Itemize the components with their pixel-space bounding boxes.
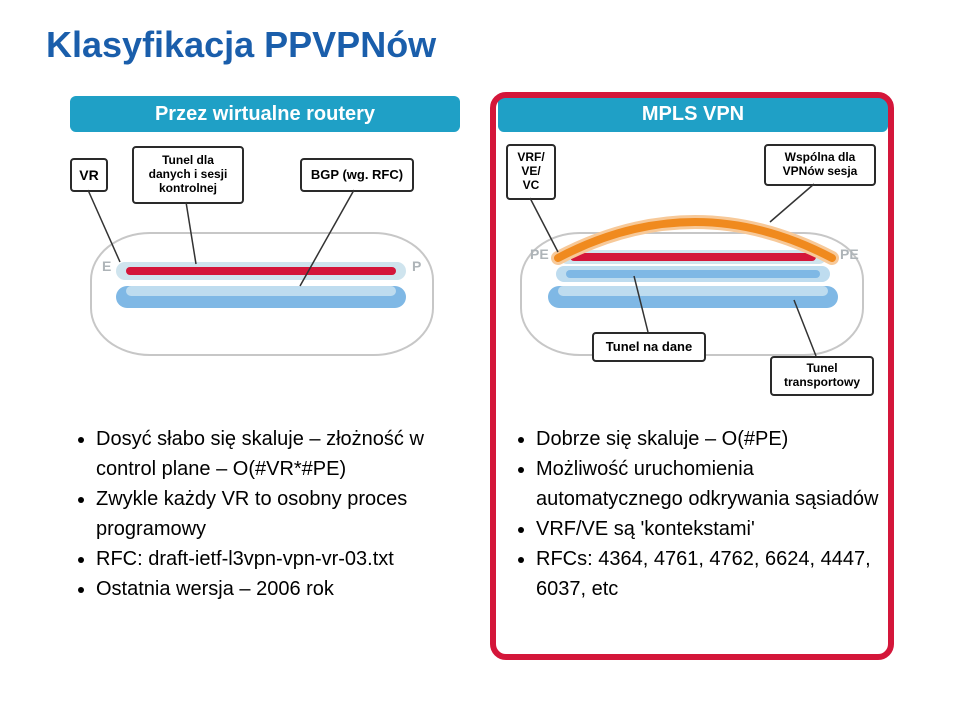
l0: Dosyć słabo się skaluje – złożność w con… <box>96 424 450 484</box>
tt1: Tunel <box>806 362 837 376</box>
sh2: VPNów sesja <box>783 165 858 179</box>
vrf2: VE/ <box>521 165 540 179</box>
vr-box: VR <box>70 158 108 192</box>
bgp-box: BGP (wg. RFC) <box>300 158 414 192</box>
vrf1: VRF/ <box>517 151 544 165</box>
orange-arc <box>540 200 850 300</box>
r2: VRF/VE są 'kontekstami' <box>536 514 890 544</box>
tunel-trans-box: Tunel transportowy <box>770 356 874 396</box>
l2: RFC: draft-ietf-l3vpn-vpn-vr-03.txt <box>96 544 450 574</box>
pe-right-r: PE <box>840 246 859 262</box>
header-left: Przez wirtualne routery <box>70 96 460 132</box>
vr-box-label: VR <box>79 167 98 183</box>
tt2: transportowy <box>784 376 860 390</box>
right-bullets: Dobrze się skaluje – O(#PE) Możliwość ur… <box>510 424 890 604</box>
tunel-dane-label: Tunel na dane <box>606 340 692 355</box>
page-title: Klasyfikacja PPVPNów <box>46 24 436 66</box>
left-bullets: Dosyć słabo się skaluje – złożność w con… <box>70 424 450 604</box>
ctrl-l1: Tunel dla <box>162 154 214 168</box>
sh1: Wspólna dla <box>785 151 856 165</box>
header-right: MPLS VPN <box>498 96 888 132</box>
left-red-pipe-inner <box>126 267 396 275</box>
ctrl-l3: kontrolnej <box>159 182 217 196</box>
pe-left-r: P <box>412 258 421 274</box>
ctrl-tunnel-box: Tunel dla danych i sesji kontrolnej <box>132 146 244 204</box>
tunel-dane-box: Tunel na dane <box>592 332 706 362</box>
pe-right-l: PE <box>530 246 549 262</box>
l3: Ostatnia wersja – 2006 rok <box>96 574 450 604</box>
vrf3: VC <box>523 179 540 193</box>
pe-left-l: E <box>102 258 111 274</box>
r0: Dobrze się skaluje – O(#PE) <box>536 424 890 454</box>
r1: Możliwość uruchomienia automatycznego od… <box>536 454 890 514</box>
vrf-box: VRF/ VE/ VC <box>506 144 556 200</box>
r3: RFCs: 4364, 4761, 4762, 6624, 4447, 6037… <box>536 544 890 604</box>
l1: Zwykle każdy VR to osobny proces program… <box>96 484 450 544</box>
shared-sess-box: Wspólna dla VPNów sesja <box>764 144 876 186</box>
ctrl-l2: danych i sesji <box>149 168 228 182</box>
bgp-label: BGP (wg. RFC) <box>311 168 403 183</box>
left-blue-pipe-inner <box>126 286 396 296</box>
